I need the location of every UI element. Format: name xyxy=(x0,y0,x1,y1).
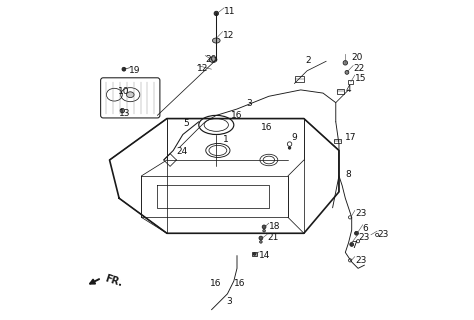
Circle shape xyxy=(260,241,262,243)
Circle shape xyxy=(355,231,358,235)
Text: 23: 23 xyxy=(358,233,369,242)
Text: 10: 10 xyxy=(118,87,129,96)
Circle shape xyxy=(214,11,219,16)
Circle shape xyxy=(348,216,352,219)
Text: 16: 16 xyxy=(210,279,221,288)
Circle shape xyxy=(262,225,266,229)
Circle shape xyxy=(122,67,126,71)
Text: 16: 16 xyxy=(231,111,242,120)
Text: 5: 5 xyxy=(183,119,189,128)
FancyBboxPatch shape xyxy=(100,78,160,118)
Text: 20: 20 xyxy=(205,55,217,64)
Circle shape xyxy=(120,108,125,113)
Circle shape xyxy=(375,233,379,236)
Text: 23: 23 xyxy=(355,256,366,265)
Bar xyxy=(347,80,353,84)
Circle shape xyxy=(356,240,360,243)
Text: 11: 11 xyxy=(224,7,236,16)
Text: 23: 23 xyxy=(355,209,366,218)
Ellipse shape xyxy=(210,57,217,62)
Text: 1: 1 xyxy=(223,134,228,143)
Text: 23: 23 xyxy=(377,230,389,239)
Bar xyxy=(295,76,303,82)
Circle shape xyxy=(343,60,347,65)
Text: 12: 12 xyxy=(197,64,209,73)
Bar xyxy=(334,139,340,143)
Text: 21: 21 xyxy=(267,233,279,242)
Circle shape xyxy=(350,243,354,246)
Text: 16: 16 xyxy=(234,279,246,288)
Text: 8: 8 xyxy=(346,170,351,179)
Text: 24: 24 xyxy=(176,147,188,156)
Text: 2: 2 xyxy=(306,56,311,66)
Circle shape xyxy=(253,253,256,255)
Circle shape xyxy=(287,142,292,146)
Text: 6: 6 xyxy=(363,224,369,233)
Text: 4: 4 xyxy=(346,85,351,94)
Text: 9: 9 xyxy=(291,133,297,142)
Circle shape xyxy=(348,259,352,262)
Circle shape xyxy=(288,147,291,149)
Circle shape xyxy=(345,70,349,74)
Ellipse shape xyxy=(212,38,220,43)
Bar xyxy=(337,89,344,94)
Text: 3: 3 xyxy=(246,100,252,108)
Text: 3: 3 xyxy=(226,297,232,306)
Text: 13: 13 xyxy=(119,109,131,118)
Text: 20: 20 xyxy=(352,53,363,62)
Text: 22: 22 xyxy=(353,64,365,73)
Bar xyxy=(252,252,257,256)
Text: 17: 17 xyxy=(346,133,357,142)
Circle shape xyxy=(263,229,265,232)
Text: 12: 12 xyxy=(223,31,234,40)
Circle shape xyxy=(259,236,263,240)
Ellipse shape xyxy=(127,92,134,98)
Text: 14: 14 xyxy=(259,251,271,260)
Text: 18: 18 xyxy=(269,222,280,231)
Text: FR.: FR. xyxy=(104,273,124,288)
Text: 7: 7 xyxy=(352,241,357,250)
Text: 19: 19 xyxy=(128,66,140,75)
Text: 15: 15 xyxy=(355,74,366,83)
Text: 16: 16 xyxy=(261,123,273,132)
